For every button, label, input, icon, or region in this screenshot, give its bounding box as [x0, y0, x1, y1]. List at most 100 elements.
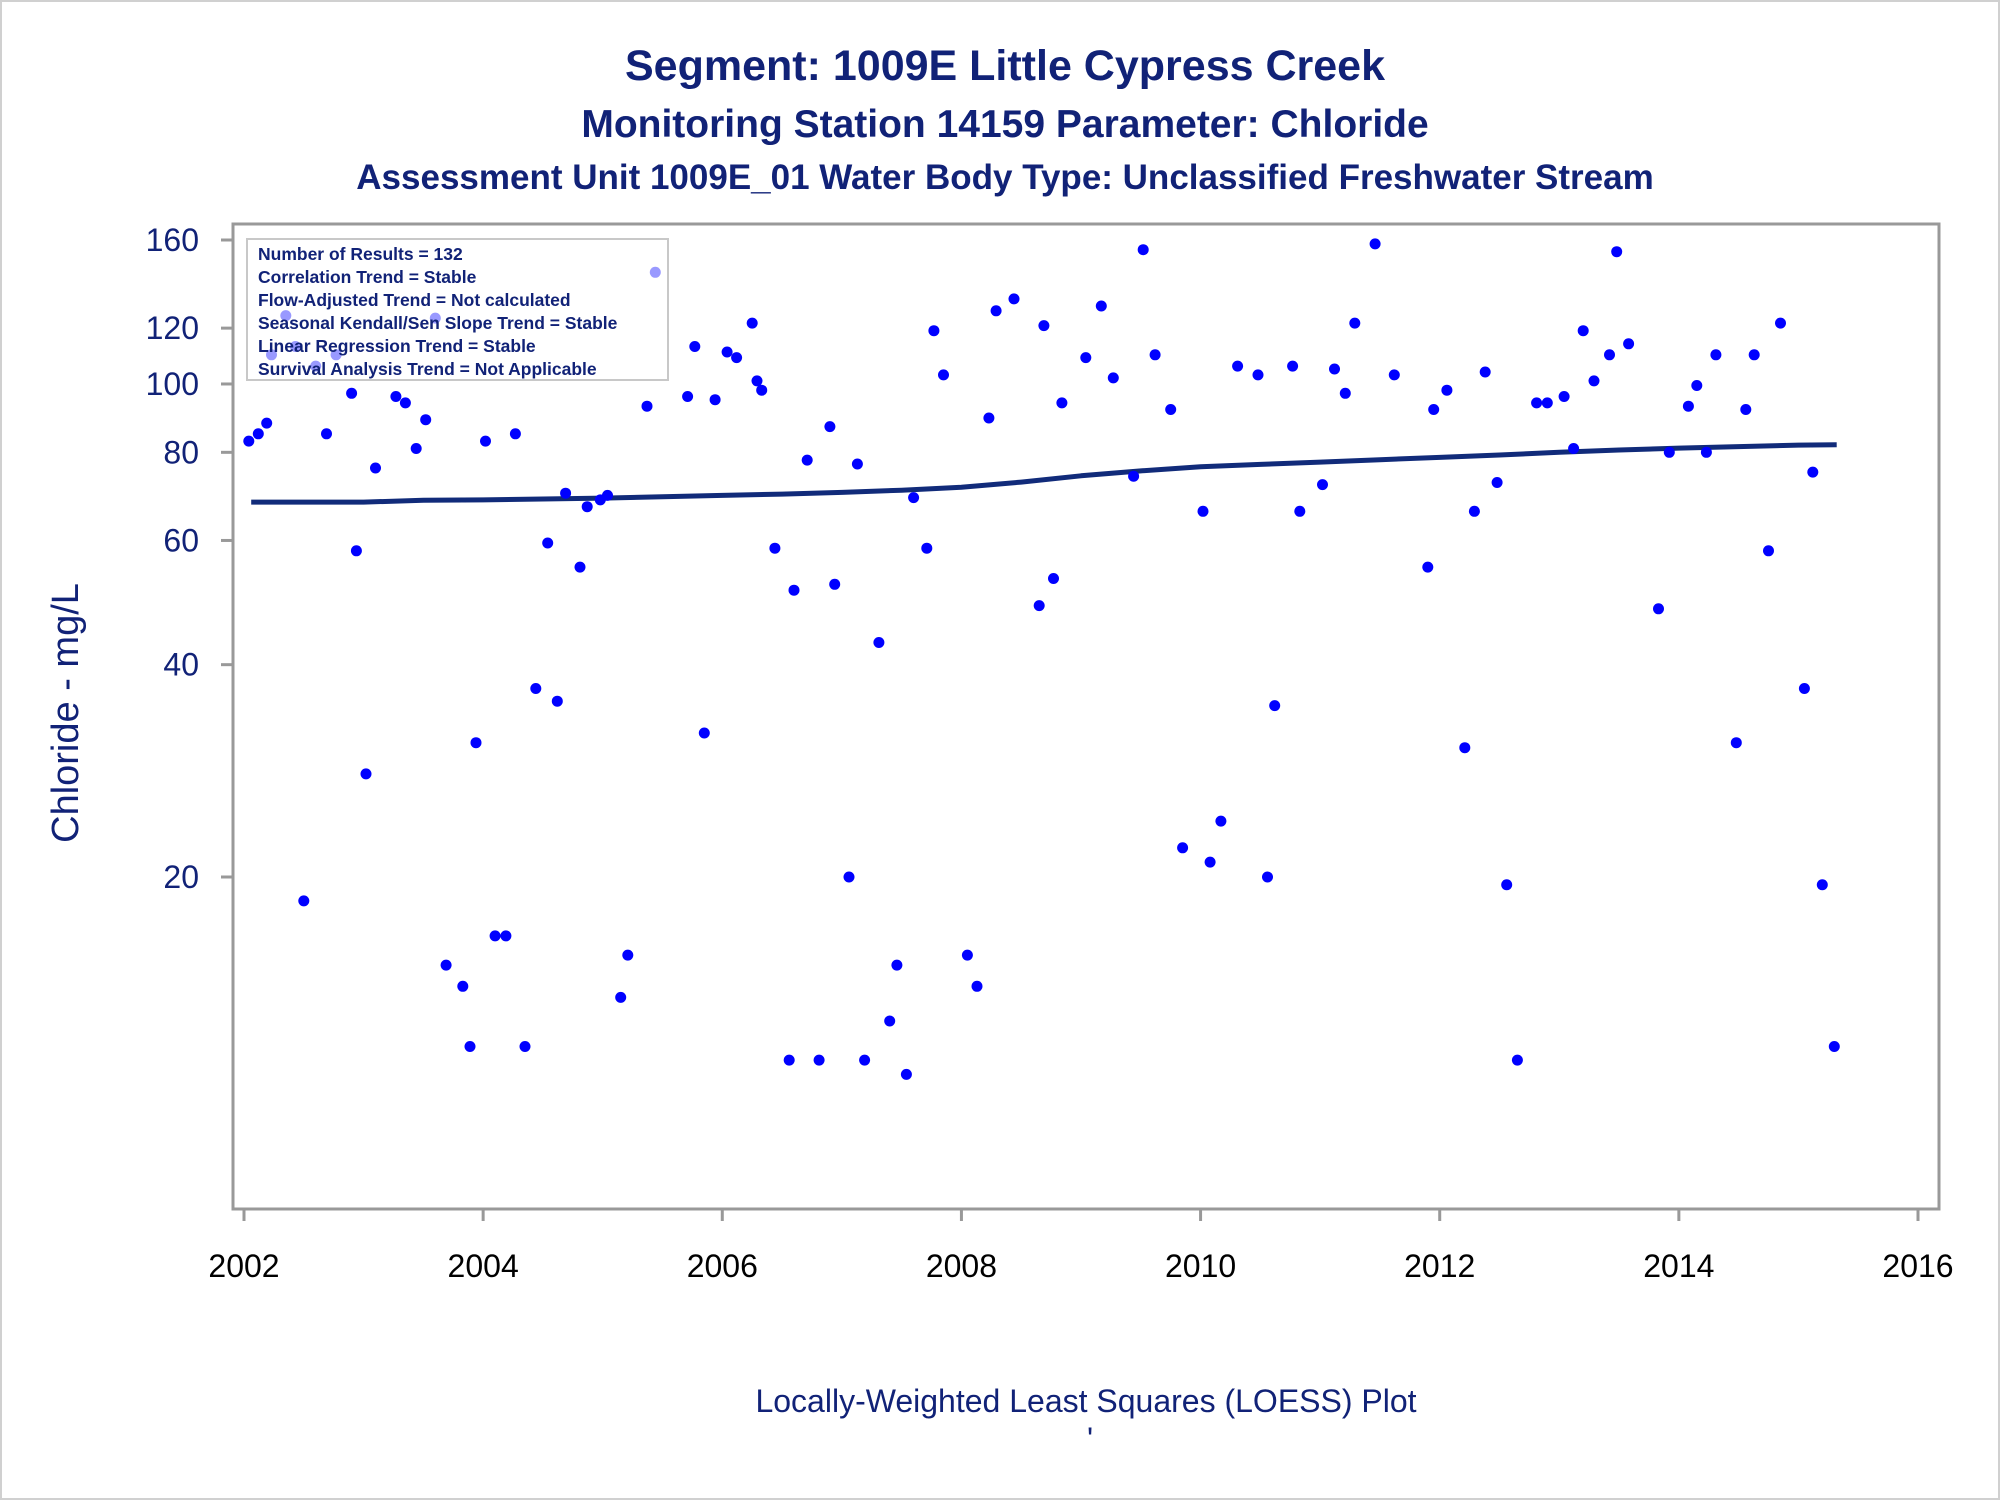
- data-point: [971, 980, 983, 992]
- stats-line: Correlation Trend = Stable: [258, 267, 477, 287]
- y-tick-label: 20: [163, 859, 199, 895]
- y-tick-label: 80: [163, 434, 199, 470]
- data-point: [1568, 443, 1580, 454]
- data-point: [480, 435, 491, 447]
- data-point: [622, 949, 634, 961]
- y-tick-label: 120: [146, 310, 199, 346]
- data-point: [1269, 700, 1281, 712]
- data-point: [1763, 545, 1774, 557]
- x-tick-label: 2012: [1404, 1248, 1475, 1284]
- data-point: [751, 375, 763, 387]
- plot-area: [231, 222, 1941, 1211]
- data-point: [801, 454, 813, 466]
- data-point: [470, 737, 482, 749]
- stats-line: Number of Results = 132: [258, 244, 463, 264]
- data-point: [1177, 842, 1189, 854]
- data-point: [350, 545, 362, 557]
- data-point: [721, 346, 733, 358]
- data-point: [788, 584, 800, 596]
- data-point: [961, 949, 973, 961]
- data-point: [851, 458, 863, 470]
- chart-subtitle-2: Assessment Unit 1009E_01 Water Body Type…: [356, 158, 1653, 197]
- data-point: [1775, 317, 1786, 329]
- data-points: [243, 238, 1840, 1080]
- data-point: [698, 727, 710, 739]
- data-point: [1748, 349, 1760, 361]
- data-point: [1740, 404, 1752, 415]
- y-tick-label: 160: [146, 222, 199, 258]
- data-point: [1428, 404, 1440, 415]
- data-point: [928, 325, 940, 337]
- data-point: [1294, 505, 1306, 517]
- data-point: [1056, 397, 1068, 409]
- data-point: [1038, 320, 1050, 332]
- data-point: [1700, 446, 1712, 458]
- stats-line: Survival Analysis Trend = Not Applicable: [258, 359, 597, 379]
- data-point: [829, 578, 841, 590]
- data-point: [1577, 325, 1589, 337]
- data-point: [1816, 879, 1828, 891]
- data-point: [1441, 384, 1453, 396]
- data-point: [1653, 603, 1664, 615]
- y-tick-label: 100: [146, 366, 199, 402]
- data-point: [1468, 505, 1480, 517]
- data-point: [859, 1054, 871, 1066]
- data-point: [1008, 293, 1020, 305]
- data-point: [813, 1054, 825, 1066]
- data-point: [709, 394, 721, 406]
- footnote-mark: ': [1087, 1421, 1093, 1457]
- data-point: [884, 1015, 896, 1027]
- data-point: [1511, 1054, 1523, 1066]
- data-point: [420, 414, 432, 426]
- data-point: [298, 895, 310, 907]
- data-point: [509, 428, 521, 440]
- data-point: [843, 871, 855, 883]
- stats-line: Linear Regression Trend = Stable: [258, 336, 536, 356]
- data-point: [682, 391, 694, 402]
- data-point: [410, 443, 422, 454]
- data-point: [1588, 375, 1600, 387]
- data-point: [873, 637, 885, 648]
- data-point: [1479, 366, 1491, 378]
- data-point: [1798, 683, 1810, 694]
- stats-line: Seasonal Kendall/Sen Slope Trend = Stabl…: [258, 313, 618, 333]
- chart-subtitle: Monitoring Station 14159 Parameter: Chlo…: [581, 103, 1428, 146]
- data-point: [1611, 246, 1623, 258]
- x-tick-label: 2004: [448, 1248, 519, 1284]
- loess-line: [251, 442, 1837, 505]
- data-point: [900, 1068, 912, 1080]
- data-point: [783, 1054, 795, 1066]
- x-tick-label: 2014: [1643, 1248, 1714, 1284]
- data-point: [1033, 600, 1045, 612]
- data-point: [921, 542, 933, 554]
- data-point: [321, 428, 332, 440]
- data-point: [1422, 561, 1434, 573]
- y-tick-label: 60: [163, 522, 199, 558]
- footnote: Locally-Weighted Least Squares (LOESS) P…: [755, 1383, 1416, 1419]
- data-point: [1317, 479, 1328, 491]
- data-point: [581, 501, 593, 513]
- data-point: [731, 352, 743, 364]
- data-point: [560, 487, 572, 499]
- data-point: [689, 341, 701, 352]
- data-point: [390, 391, 402, 402]
- data-point: [261, 417, 273, 429]
- data-point: [1197, 505, 1209, 517]
- data-point: [1710, 349, 1722, 361]
- data-point: [1262, 871, 1273, 883]
- data-point: [1232, 360, 1244, 372]
- data-point: [519, 1041, 531, 1052]
- data-point: [1165, 404, 1177, 415]
- data-point: [1080, 352, 1092, 364]
- data-point: [440, 959, 452, 971]
- data-point: [615, 991, 627, 1003]
- data-point: [1128, 470, 1140, 482]
- data-point: [1137, 244, 1149, 256]
- x-tick-label: 2010: [1165, 1248, 1236, 1284]
- data-point: [574, 561, 586, 573]
- data-point: [1459, 742, 1471, 754]
- data-point: [243, 435, 255, 447]
- data-point: [1558, 391, 1570, 402]
- data-point: [1663, 446, 1675, 458]
- data-point: [1491, 477, 1503, 488]
